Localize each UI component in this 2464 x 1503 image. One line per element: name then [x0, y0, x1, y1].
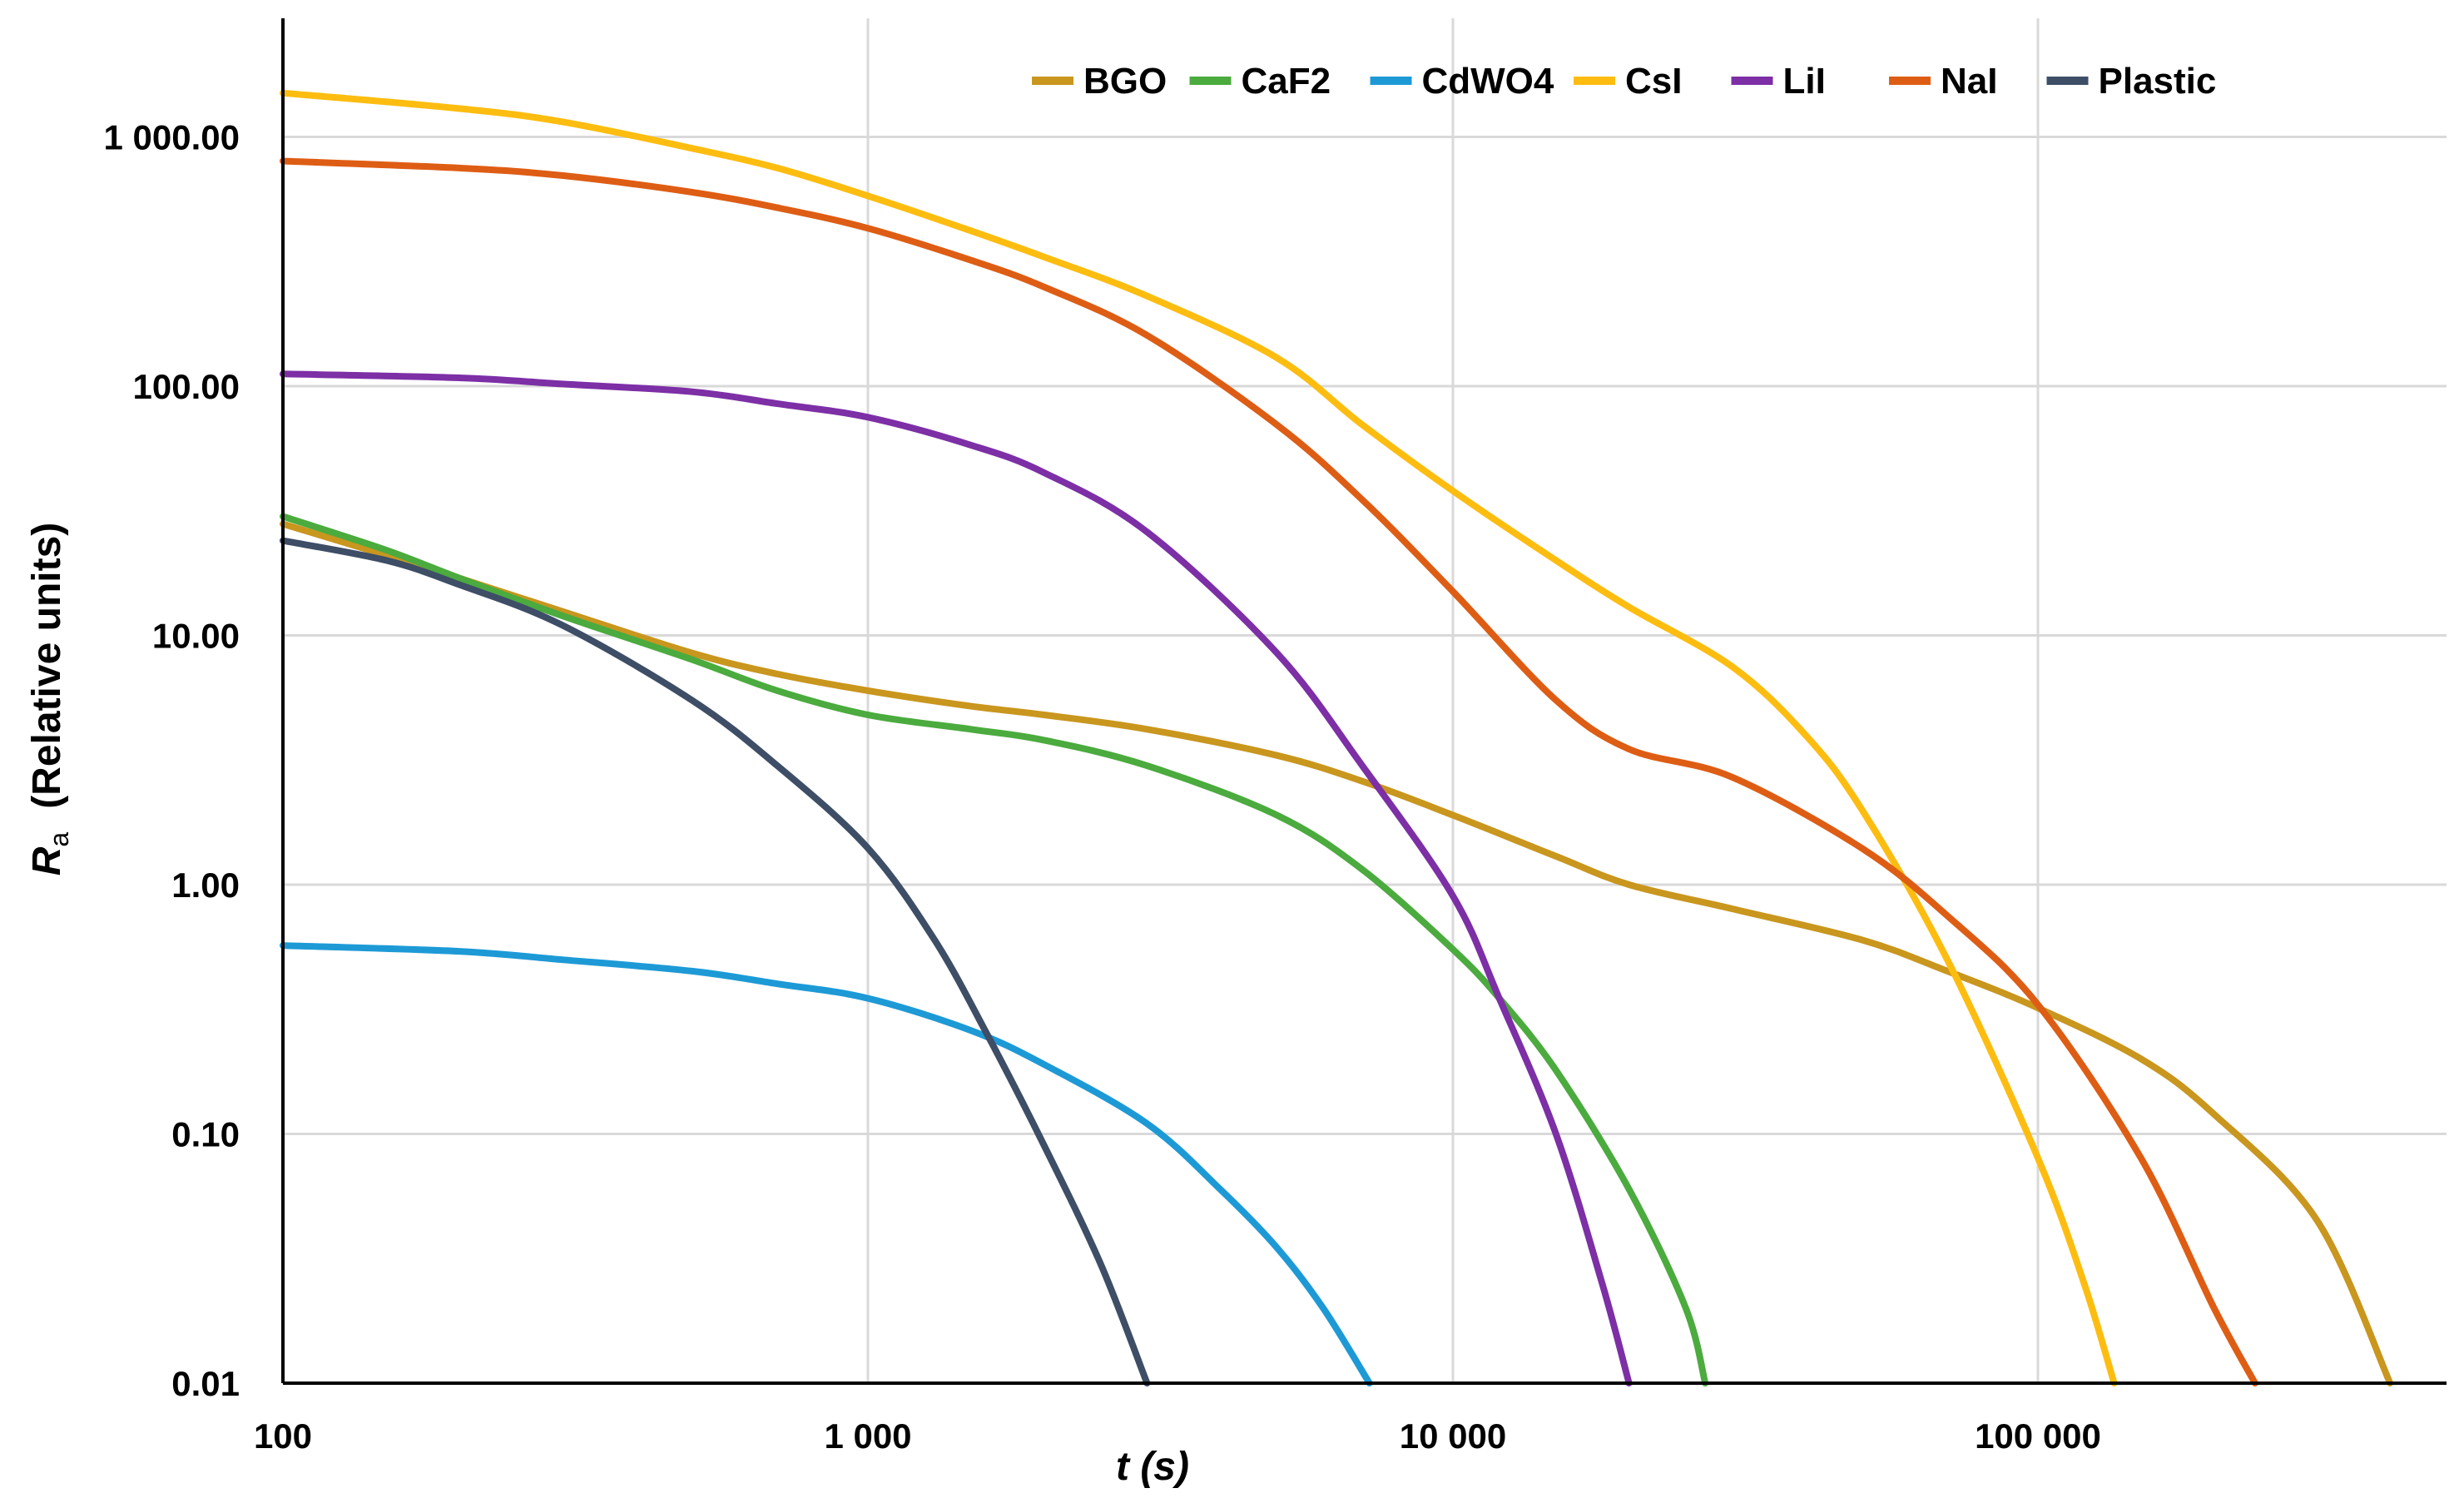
x-tick-label: 10 000 [1400, 1416, 1506, 1456]
legend-label-bgo: BGO [1083, 61, 1167, 102]
legend-label-caf2: CaF2 [1242, 61, 1331, 102]
series-line-cdwo4 [280, 942, 1373, 1386]
legend: BGO CaF2 CdWO4 CsI LiI NaI Plastic [1032, 61, 2216, 102]
tick-labels: 0.01 0.10 1.00 10.00 100.00 1 000.00 100 1 000 1… [104, 118, 2101, 1456]
legend-label-nai: NaI [1941, 61, 1997, 102]
series-line-nai [280, 157, 2258, 1386]
series-line-lii [280, 370, 1633, 1386]
y-axis-title-subscript: a [44, 832, 74, 847]
x-axis-title: t (s) [1116, 1445, 1189, 1489]
y-axis-title-units: (Relative units) [25, 523, 69, 809]
y-tick-label: 0.10 [171, 1115, 240, 1154]
legend-label-plastic: Plastic [2099, 61, 2217, 102]
series-line-plastic [280, 537, 1151, 1386]
x-tick-label: 100 000 [1975, 1416, 2101, 1456]
y-axis-title: Ra (Relative units) [25, 523, 74, 876]
y-tick-label: 0.01 [171, 1364, 240, 1403]
y-axis-title-symbol: R [25, 846, 69, 876]
grid [283, 18, 2447, 1383]
svg-text:Ra(Relative units): Ra (Relative units) [25, 523, 74, 876]
series-line-csi [280, 89, 2118, 1386]
y-tick-label: 10.00 [152, 617, 240, 656]
legend-label-lii: LiI [1783, 61, 1826, 102]
axes [281, 18, 2447, 1385]
legend-label-cdwo4: CdWO4 [1422, 61, 1554, 102]
x-tick-label: 100 [254, 1416, 312, 1456]
legend-label-csi: CsI [1625, 61, 1682, 102]
x-tick-label: 1 000 [824, 1416, 911, 1456]
y-tick-label: 1 000.00 [104, 118, 240, 157]
series-line-caf2 [280, 513, 1709, 1386]
y-tick-label: 100.00 [133, 367, 240, 406]
y-tick-label: 1.00 [171, 866, 240, 905]
series-lines [280, 89, 2394, 1386]
